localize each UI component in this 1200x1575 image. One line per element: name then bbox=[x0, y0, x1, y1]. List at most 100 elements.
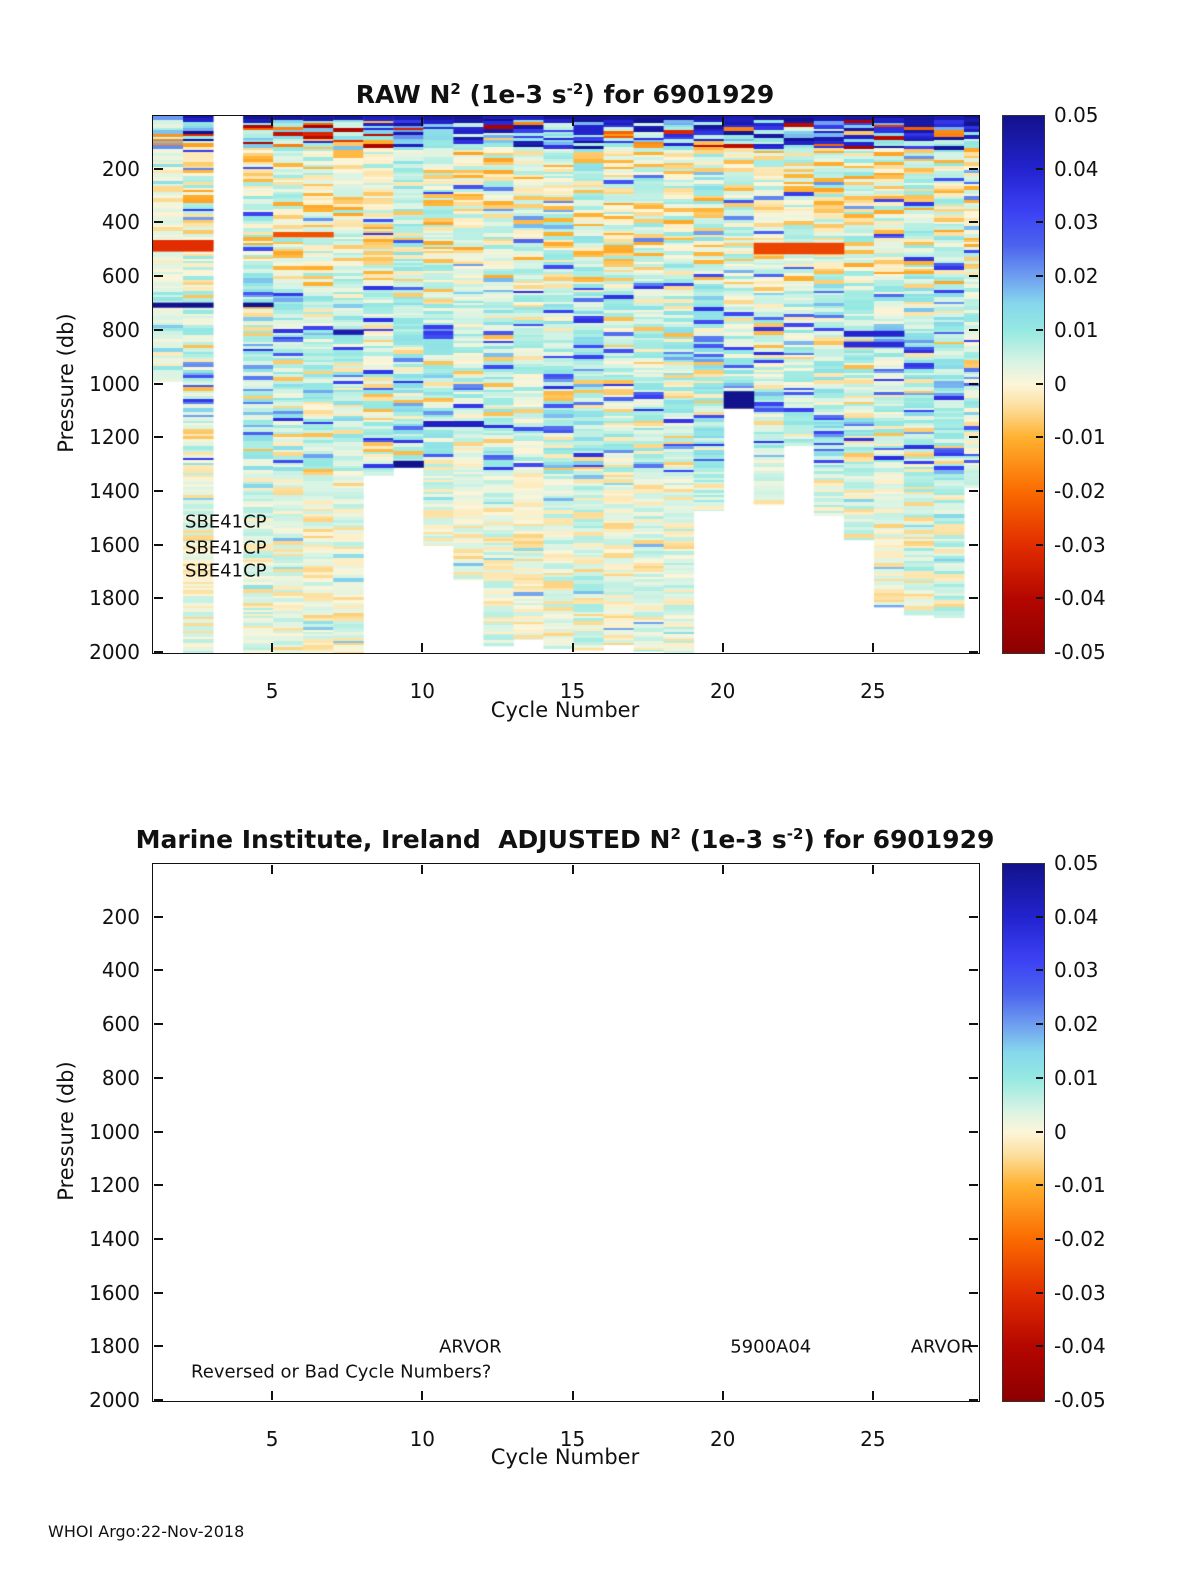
colorbar-tick-label: 0.03 bbox=[1054, 958, 1099, 983]
colorbar-tick-mark bbox=[1036, 328, 1043, 331]
colorbar-tick-label: -0.04 bbox=[1054, 586, 1106, 611]
colorbar-tick-mark bbox=[1036, 597, 1043, 600]
x-tick-mark-mirrored bbox=[571, 864, 574, 874]
y-tick-mark bbox=[153, 543, 163, 546]
y-tick-mark-mirrored bbox=[969, 275, 978, 278]
colorbar-tick-mark bbox=[1036, 1076, 1043, 1079]
y-tick-mark bbox=[153, 1237, 163, 1240]
colorbar-tick-label: 0.02 bbox=[1054, 1012, 1099, 1037]
y-tick-mark bbox=[153, 1291, 163, 1294]
y-tick-label: 1400 bbox=[89, 1226, 140, 1251]
y-tick-label: 2000 bbox=[89, 640, 140, 664]
colorbar-tick-label: -0.03 bbox=[1054, 1280, 1106, 1305]
y-tick-mark bbox=[153, 382, 163, 385]
y-tick-label: 1600 bbox=[89, 532, 140, 557]
y-tick-label: 600 bbox=[101, 264, 140, 289]
colorbar-tick-mark bbox=[1036, 382, 1043, 385]
x-tick-label: 5 bbox=[265, 1427, 279, 1451]
raw-annotation: SBE41CP bbox=[185, 511, 267, 533]
y-tick-mark-mirrored bbox=[969, 167, 978, 170]
raw-title-superscript: 2 bbox=[450, 80, 461, 98]
adjusted-y-axis-label: Pressure (db) bbox=[54, 1061, 78, 1201]
y-tick-mark bbox=[153, 1076, 163, 1079]
y-tick-label: 1200 bbox=[89, 425, 140, 450]
x-tick-mark-mirrored bbox=[721, 116, 724, 126]
x-tick-mark bbox=[871, 1391, 874, 1400]
raw-title-superscript: -2 bbox=[566, 80, 584, 98]
colorbar-tick-label: 0.05 bbox=[1054, 851, 1099, 875]
x-tick-mark-mirrored bbox=[421, 116, 424, 126]
y-tick-mark bbox=[153, 651, 163, 653]
colorbar-tick-mark bbox=[1036, 489, 1043, 492]
colorbar-tick-label: -0.02 bbox=[1054, 478, 1106, 503]
colorbar-tick-mark bbox=[1036, 436, 1043, 439]
y-tick-mark-mirrored bbox=[969, 651, 978, 653]
y-tick-mark-mirrored bbox=[969, 221, 978, 224]
x-tick-label: 10 bbox=[409, 679, 436, 703]
colorbar-tick-label: -0.01 bbox=[1054, 1173, 1106, 1198]
adjusted-annotation: Reversed or Bad Cycle Numbers? bbox=[191, 1361, 492, 1383]
y-tick-mark bbox=[153, 915, 163, 918]
x-tick-mark-mirrored bbox=[871, 116, 874, 126]
colorbar-tick-mark bbox=[1036, 1237, 1043, 1240]
y-tick-mark-mirrored bbox=[969, 1023, 978, 1026]
y-tick-label: 800 bbox=[101, 317, 140, 342]
y-tick-label: 200 bbox=[101, 156, 140, 181]
y-tick-mark bbox=[153, 436, 163, 439]
colorbar-tick-label: -0.01 bbox=[1054, 425, 1106, 450]
x-tick-mark-mirrored bbox=[271, 116, 274, 126]
colorbar-tick-label: -0.03 bbox=[1054, 532, 1106, 557]
colorbar-tick-label: 0.04 bbox=[1054, 156, 1099, 181]
colorbar-tick-mark bbox=[1036, 167, 1043, 170]
colorbar-tick-mark bbox=[1036, 1291, 1043, 1294]
adjusted-title-superscript: 2 bbox=[670, 825, 681, 843]
x-tick-label: 25 bbox=[860, 1427, 886, 1451]
y-tick-mark-mirrored bbox=[969, 436, 978, 439]
y-tick-label: 400 bbox=[101, 210, 140, 235]
y-tick-label: 1600 bbox=[89, 1280, 140, 1305]
colorbar-tick-mark bbox=[1036, 915, 1043, 918]
colorbar-tick-label: -0.05 bbox=[1054, 1388, 1106, 1412]
adjusted-title-text: Marine Institute, Ireland ADJUSTED N bbox=[135, 825, 671, 854]
colorbar-tick-label: -0.04 bbox=[1054, 1334, 1106, 1359]
raw-x-axis-label: Cycle Number bbox=[490, 698, 640, 722]
y-tick-mark bbox=[153, 597, 163, 600]
adjusted-panel-title: Marine Institute, Ireland ADJUSTED N2 (1… bbox=[136, 825, 995, 854]
x-tick-mark bbox=[721, 1391, 724, 1400]
colorbar-tick-mark bbox=[1036, 221, 1043, 224]
colorbar-tick-label: 0 bbox=[1054, 1119, 1067, 1144]
colorbar-tick-mark bbox=[1036, 1345, 1043, 1348]
raw-annotation: SBE41CP bbox=[185, 537, 267, 559]
adjusted-annotation: ARVOR bbox=[439, 1336, 502, 1358]
x-tick-label: 15 bbox=[559, 679, 586, 703]
y-tick-label: 1800 bbox=[89, 586, 140, 611]
adjusted-title-text: (1e-3 s bbox=[680, 825, 787, 854]
y-tick-mark bbox=[153, 1023, 163, 1026]
adjusted-title-text: ) for 6901929 bbox=[803, 825, 995, 854]
raw-plot-area bbox=[152, 115, 980, 654]
y-tick-mark-mirrored bbox=[969, 1345, 978, 1348]
y-tick-label: 1000 bbox=[89, 371, 140, 396]
colorbar-tick-label: 0.05 bbox=[1054, 103, 1099, 127]
x-tick-mark-mirrored bbox=[721, 864, 724, 874]
raw-title-text: ) for 6901929 bbox=[583, 80, 775, 109]
raw-title-text: (1e-3 s bbox=[460, 80, 567, 109]
x-tick-mark-mirrored bbox=[421, 864, 424, 874]
x-tick-mark bbox=[721, 643, 724, 652]
adjusted-annotation: ARVOR bbox=[910, 1336, 974, 1358]
colorbar-tick-mark bbox=[1036, 543, 1043, 546]
x-tick-label: 5 bbox=[265, 679, 279, 703]
colorbar-tick-label: 0.03 bbox=[1054, 210, 1099, 235]
raw-heatmap-canvas bbox=[153, 116, 979, 653]
y-tick-mark bbox=[153, 328, 163, 331]
colorbar-tick-label: -0.05 bbox=[1054, 640, 1106, 664]
y-tick-mark-mirrored bbox=[969, 489, 978, 492]
x-tick-mark-mirrored bbox=[871, 864, 874, 874]
y-tick-mark-mirrored bbox=[969, 1399, 978, 1401]
y-tick-mark bbox=[153, 1184, 163, 1187]
y-tick-mark bbox=[153, 1345, 163, 1348]
y-tick-mark-mirrored bbox=[969, 1237, 978, 1240]
y-tick-mark-mirrored bbox=[969, 969, 978, 972]
footer-datestamp: WHOI Argo:22-Nov-2018 bbox=[48, 1522, 245, 1541]
y-tick-mark bbox=[153, 1399, 163, 1401]
